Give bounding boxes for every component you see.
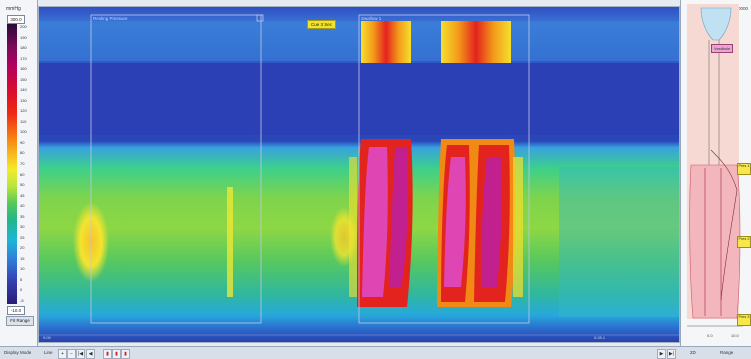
pressure-topography-plot[interactable]: Resting Pressure Swallow 1 Cue 3 Sec 0:0… [38,6,680,343]
pressure-profile [710,149,738,301]
marker-pres-1[interactable]: Pres 1 [737,163,751,175]
scale-tick-label: 15 [20,255,25,261]
scale-tick-label: 60 [20,171,25,177]
display-mode-label[interactable]: Display Mode [4,350,32,355]
scale-tick-label: 45 [20,192,25,198]
scale-tick-label: 30 [20,224,25,230]
scale-tick-label: 35 [20,213,25,219]
scale-tick-label: 0 [20,287,23,293]
lower-chamber [689,164,741,319]
scale-max-input[interactable]: 300.0 [7,15,25,24]
box-resize-handle [256,14,264,22]
fit-range-button[interactable]: Fit Range [6,316,34,326]
scale-tick-label: 70 [20,161,25,166]
swallow-upper-stripe-1 [361,21,411,63]
swallow-leading-yellow [349,157,357,297]
scale-tick-label: 160 [20,66,27,72]
color-scale-panel: mmHg 300.0 200 190 180 170 160 150 140 130 120 11… [0,0,38,346]
scale-tick-label: 20 [20,245,25,251]
scale-tick-label: 130 [20,97,27,103]
marker-pres-2[interactable]: Pres 2 [737,236,751,248]
scale-tick-label: 140 [20,87,27,93]
scale-tick-labels: 200 190 180 170 160 150 140 130 120 110 100 90 80 70 6… [20,24,36,304]
region-title-resting: Resting Pressure [93,16,128,21]
region-title-swallow: Swallow 1 [361,16,382,21]
marker-pres-3[interactable]: Pres 3 [737,314,751,326]
range-label[interactable]: Range [720,350,734,355]
scale-tick-label: 120 [20,108,27,114]
scale-tick-label: 200 [20,24,27,29]
resting-yellow-stripe [227,187,233,297]
scale-tick-label: 170 [20,55,27,61]
anatomy-axis-label-0: 0.0 [707,333,713,338]
scale-min-input[interactable]: -10.0 [7,306,25,315]
bottom-toolbar: Display Mode Line + − |◀ ◀ ▮ ▮ ▮ ▶ ▶| 2D… [0,346,751,359]
anatomy-svg [687,4,743,327]
scale-tick-label: 10 [20,266,25,272]
time-readout-start: 0:00 [43,335,51,340]
scale-tick-label: 180 [20,45,27,51]
time-readout-end: 0:28.1 [594,335,606,340]
right-fade [559,167,679,317]
scale-tick-label: 80 [20,150,25,156]
scale-tick-label: 50 [20,182,25,188]
swallow-trailing-yellow [513,157,523,297]
catheter-lower [704,168,722,316]
swallow-core-2b [481,157,502,287]
scale-tick-label: -5 [20,298,24,303]
swallow-upper-stripe-2 [441,21,511,63]
swallow-core-1 [362,147,388,297]
topography-svg [39,7,679,342]
anatomy-panel: MN0000 Vestibule Pres 1 Pres 2 Pres 3 0.… [680,0,751,346]
anatomy-title: MN0000 [730,6,748,11]
view-2d-label[interactable]: 2D [690,350,696,355]
scale-tick-label: 190 [20,34,27,40]
resting-pressure-box [90,14,262,324]
scale-tick-label: 110 [20,118,27,124]
scale-tick-label: 5 [20,276,23,282]
lumen-tag[interactable]: Vestibule [711,44,734,53]
catheter-upper [708,40,720,165]
color-scale-bar [7,24,17,304]
scale-tick-label: 150 [20,76,27,82]
scale-tick-label: 25 [20,234,25,240]
anatomy-axis-label-1: 10.0 [731,333,739,338]
swallow-core-2a [444,157,466,287]
swallow-core-2 [389,147,408,287]
scale-tick-label: 40 [20,203,25,209]
scale-unit: mmHg [6,6,21,12]
line-label[interactable]: Line [44,350,53,355]
swallow-box [358,14,530,324]
event-flag[interactable]: Cue 3 Sec [307,20,337,29]
scale-tick-label: 100 [20,129,27,135]
scale-tick-label: 90 [20,139,25,145]
